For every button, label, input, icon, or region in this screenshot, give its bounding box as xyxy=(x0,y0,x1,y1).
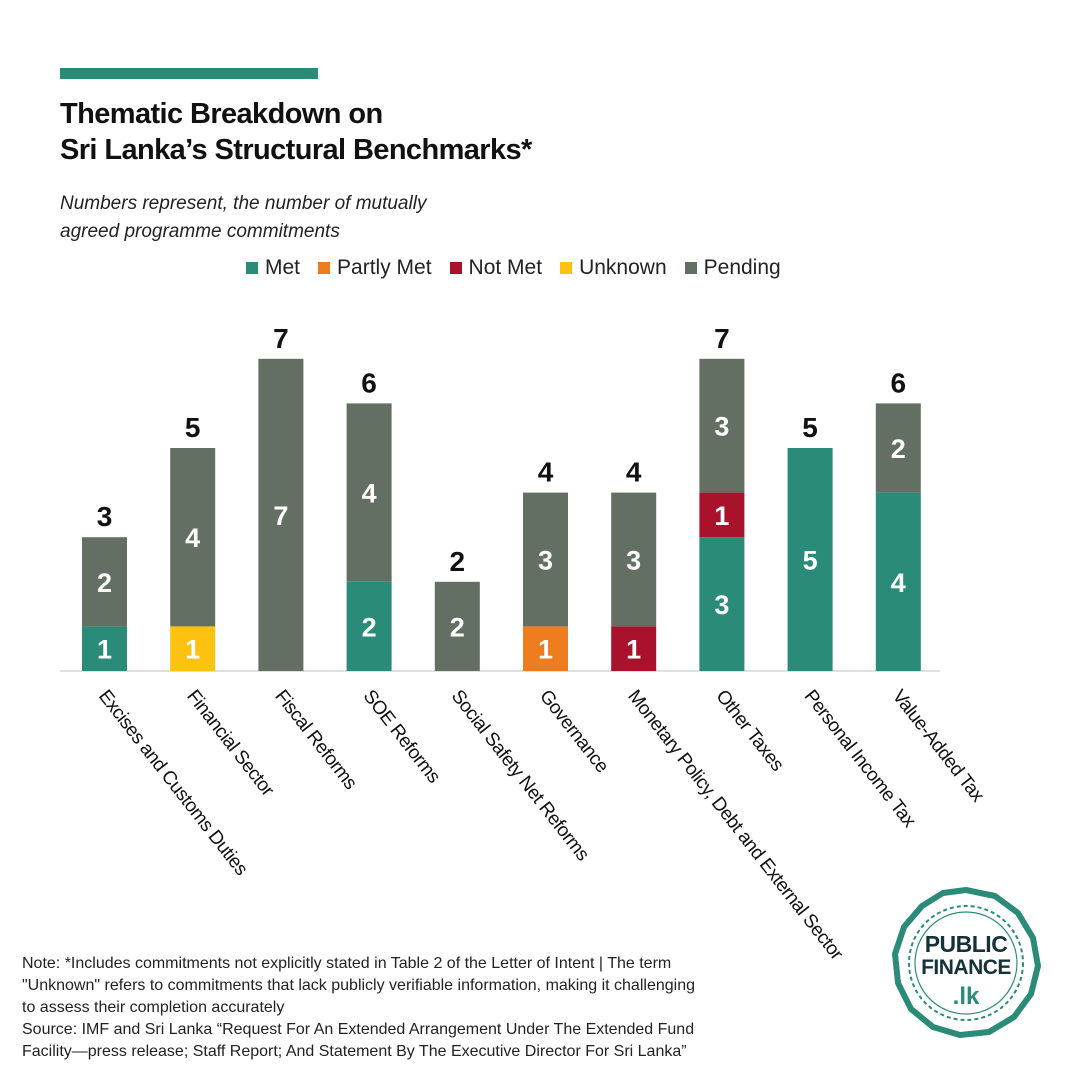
stacked-bar-chart: 1 2 3 Excises and Customs Duties 1 4 5 Financia… xyxy=(60,323,989,960)
legend-item-partly-met: Partly Met xyxy=(318,256,432,280)
bar-segment-met-excises-and-customs-duties xyxy=(82,626,127,671)
logo-text-finance: FINANCE xyxy=(921,956,1011,979)
segment-value-label: 1 xyxy=(626,635,641,665)
x-tick-label: Value-Added Tax xyxy=(888,686,989,806)
segment-value-label: 1 xyxy=(185,635,200,665)
bar-segment-met-personal-income-tax xyxy=(787,448,833,671)
segment-value-label: 3 xyxy=(714,590,729,620)
segment-value-label: 2 xyxy=(362,612,377,642)
legend-label-pending: Pending xyxy=(703,256,781,279)
logo-inner-ring xyxy=(908,905,1024,1021)
segment-value-label: 1 xyxy=(538,635,553,665)
bar-total-label: 2 xyxy=(450,546,466,577)
bar-segment-pending-excises-and-customs-duties xyxy=(82,537,127,627)
bar-segment-met-soe-reforms xyxy=(346,581,392,671)
logo-text-lk: .lk xyxy=(953,983,980,1010)
bar-segment-pending-financial-sector xyxy=(170,448,216,627)
chart-subtitle: Numbers represent, the number of mutuall… xyxy=(60,190,520,246)
segment-value-label: 2 xyxy=(450,612,465,642)
subtitle-line-2: agreed programme commitments xyxy=(60,221,340,242)
bar-segment-pending-social-safety-net-reforms xyxy=(434,581,480,671)
bar-segment-pending-other-taxes xyxy=(699,358,745,493)
public-finance-logo: PUBLIC FINANCE .lk xyxy=(892,887,1041,1038)
legend-label-not-met: Not Met xyxy=(468,256,543,279)
x-tick-label: Financial Sector xyxy=(182,686,278,801)
logo-outer-badge xyxy=(892,887,1041,1038)
bar-segment-not-met-other-taxes xyxy=(699,492,745,538)
segment-value-label: 1 xyxy=(97,635,112,665)
x-tick-label: Fiscal Reforms xyxy=(270,686,360,793)
segment-value-label: 2 xyxy=(97,568,112,598)
title-accent-bar xyxy=(60,68,318,79)
legend-label-partly-met: Partly Met xyxy=(337,256,432,279)
chart-title-line-2: Sri Lanka’s Structural Benchmarks* xyxy=(60,134,532,166)
bar-segment-pending-fiscal-reforms xyxy=(258,358,304,671)
logo-inner-ring-2 xyxy=(914,911,1018,1015)
bar-total-label: 5 xyxy=(802,412,818,443)
bar-total-label: 7 xyxy=(714,323,730,354)
bar-segment-unknown-financial-sector xyxy=(170,626,216,671)
bar-total-label: 4 xyxy=(538,457,554,488)
segment-value-label: 5 xyxy=(803,546,818,576)
note-line-1: Note: *Includes commitments not explicit… xyxy=(22,955,672,972)
segment-value-label: 2 xyxy=(891,434,906,464)
legend-swatch-not-met xyxy=(449,262,462,274)
source-line-2: Facility—press release; Staff Report; An… xyxy=(22,1043,687,1060)
legend-swatch-unknown xyxy=(560,262,573,274)
x-tick-label: SOE Reforms xyxy=(359,686,444,787)
note-line-3: to assess their completion accurately xyxy=(22,999,285,1016)
x-tick-label: Other Taxes xyxy=(711,686,787,775)
bar-segment-met-other-taxes xyxy=(699,537,745,671)
legend-swatch-met xyxy=(246,262,258,274)
bar-segment-pending-governance xyxy=(523,492,568,627)
legend-swatch-pending xyxy=(684,262,697,274)
bar-segment-pending-value-added-tax xyxy=(875,403,921,493)
bar-segment-pending-soe-reforms xyxy=(346,403,392,582)
bar-total-label: 7 xyxy=(273,323,289,354)
segment-value-label: 7 xyxy=(273,501,288,531)
bar-segment-partly-met-governance xyxy=(523,626,568,671)
bar-segment-not-met-monetary-policy-debt-and-external-sector xyxy=(611,626,657,671)
x-tick-label: Excises and Customs Duties xyxy=(94,686,251,879)
legend-item-unknown: Unknown xyxy=(560,256,667,280)
bar-total-label: 4 xyxy=(626,457,642,488)
chart-title-line-1: Thematic Breakdown on xyxy=(60,98,383,130)
segment-value-label: 3 xyxy=(714,412,729,442)
legend-swatch-partly-met xyxy=(318,262,331,274)
chart-title: Thematic Breakdown on Sri Lanka’s Struct… xyxy=(60,96,532,168)
segment-value-label: 3 xyxy=(626,546,641,576)
legend-label-met: Met xyxy=(265,256,301,279)
segment-value-label: 4 xyxy=(185,523,200,553)
source-line-1: Source: IMF and Sri Lanka “Request For A… xyxy=(22,1021,695,1038)
legend-item-met: Met xyxy=(246,256,300,280)
bar-total-label: 6 xyxy=(891,367,907,398)
subtitle-line-1: Numbers represent, the number of mutuall… xyxy=(60,193,427,214)
chart-legend: Met Partly Met Not Met Unknown Pending xyxy=(246,256,781,280)
bar-segment-met-value-added-tax xyxy=(875,492,921,671)
note-line-2: "Unknown" refers to commitments that lac… xyxy=(22,977,695,994)
logo-text-public: PUBLIC xyxy=(925,931,1008,957)
bar-total-label: 6 xyxy=(361,367,377,398)
segment-value-label: 1 xyxy=(714,501,729,531)
bar-total-label: 3 xyxy=(97,501,113,532)
segment-value-label: 3 xyxy=(538,546,553,576)
segment-value-label: 4 xyxy=(891,568,906,598)
bar-total-label: 5 xyxy=(185,412,201,443)
bar-segment-pending-monetary-policy-debt-and-external-sector xyxy=(611,492,657,627)
legend-label-unknown: Unknown xyxy=(579,256,667,279)
legend-item-not-met: Not Met xyxy=(449,256,543,280)
segment-value-label: 4 xyxy=(362,479,377,509)
legend-item-pending: Pending xyxy=(684,256,781,280)
x-tick-label: Governance xyxy=(535,686,612,777)
chart-note: Note: *Includes commitments not explicit… xyxy=(22,953,822,1063)
